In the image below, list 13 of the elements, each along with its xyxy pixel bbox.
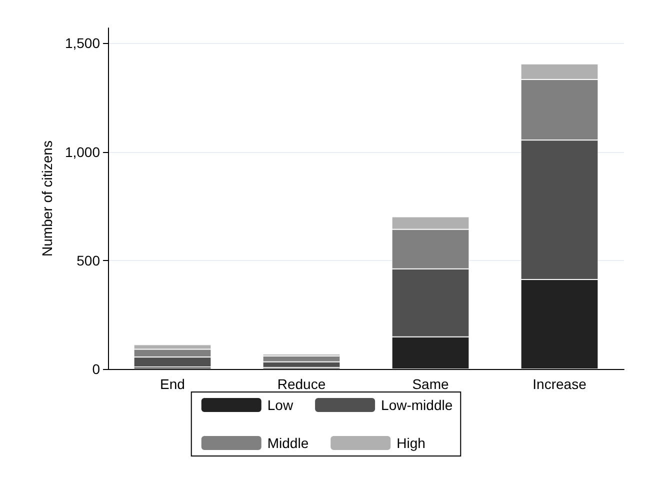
x-tick-label: Same (412, 376, 449, 392)
y-tick-label: 0 (92, 361, 100, 377)
x-tick-label: Increase (532, 376, 587, 392)
x-tick-label: End (160, 376, 185, 392)
y-axis-title: Number of citizens (39, 140, 56, 256)
y-tick-label: 1,000 (64, 144, 100, 160)
legend-label: Low (267, 397, 294, 413)
y-tick-label: 1,500 (64, 35, 100, 52)
x-tick-label: Reduce (277, 376, 326, 392)
legend-label: Middle (267, 435, 309, 451)
legend-label: Low-middle (381, 397, 453, 413)
y-tick-label: 500 (76, 252, 100, 268)
legend-label: High (396, 435, 426, 451)
